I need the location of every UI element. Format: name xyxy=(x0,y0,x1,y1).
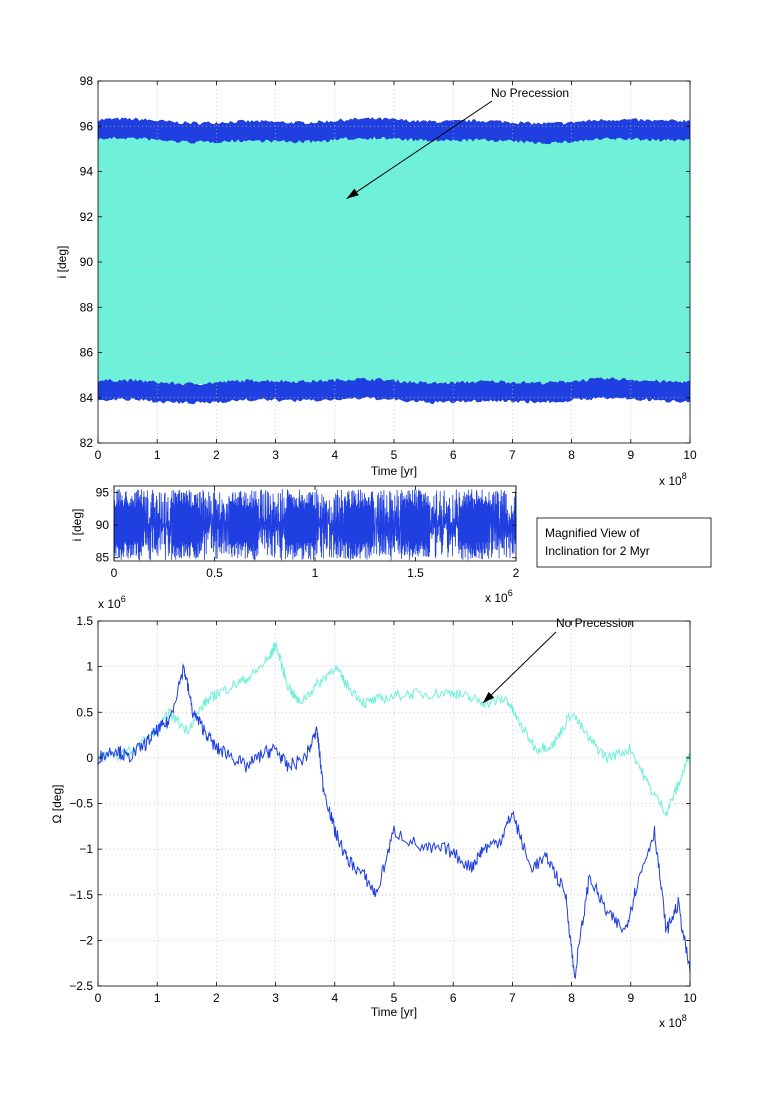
omega-ytick-label: −2.5 xyxy=(69,979,93,993)
magnified-plot-area xyxy=(113,489,517,561)
inclination-annotation-arrow xyxy=(346,100,493,200)
omega-panel: 0 1 2 3 4 5 6 7 8 9 10 −2.5 −2 −1.5 −1 −0.5 0 0.5 1 1.5 Tim… xyxy=(50,594,697,1030)
magnified-ticks: 0 0.5 1 1.5 2 85 90 95 xyxy=(96,486,520,580)
omega-xtick-label: 7 xyxy=(509,991,516,1005)
inclination-band xyxy=(98,137,690,385)
inclination-xtick-label: 7 xyxy=(509,448,516,462)
inclination-xtick-label: 4 xyxy=(331,448,338,462)
omega-xlabel: Time [yr] xyxy=(371,1005,417,1019)
omega-plot-area xyxy=(97,642,691,980)
omega-xtick-label: 10 xyxy=(683,991,697,1005)
inclination-ytick-label: 94 xyxy=(80,165,94,179)
magnified-ytick-label: 85 xyxy=(96,551,110,565)
magnified-note-line1: Magnified View of xyxy=(545,526,640,540)
inclination-ytick-label: 86 xyxy=(80,346,94,360)
omega-ylabel: Ω [deg] xyxy=(50,785,64,824)
omega-xtick-label: 1 xyxy=(154,991,161,1005)
omega-annotation-arrow xyxy=(482,631,557,704)
omega-ticks: 0 1 2 3 4 5 6 7 8 9 10 −2.5 −2 −1.5 −1 −0.5 0 0.5 1 1.5 xyxy=(69,614,697,1005)
inclination-ticks: 0 1 2 3 4 5 6 7 8 9 10 82 84 86 88 90 92 94 96 98 xyxy=(80,74,697,462)
inclination-xtick-label: 3 xyxy=(272,448,279,462)
magnified-series xyxy=(113,489,517,561)
inclination-upper-envelope xyxy=(98,117,690,145)
inclination-panel: 0 1 2 3 4 5 6 7 8 9 10 82 84 86 88 90 92 94 96 98 Time [yr]… xyxy=(55,74,697,488)
magnified-panel: 0 0.5 1 1.5 2 85 90 95 i [deg] x 106 Magnified … xyxy=(70,486,712,605)
omega-ytick-label: 1 xyxy=(86,660,93,674)
magnified-xtick-label: 1.5 xyxy=(407,566,424,580)
magnified-note-line2: Inclination for 2 Myr xyxy=(545,544,650,558)
inclination-xtick-label: 8 xyxy=(568,448,575,462)
omega-y-exponent: x 106 xyxy=(98,594,126,611)
omega-xtick-label: 0 xyxy=(95,991,102,1005)
magnified-ylabel: i [deg] xyxy=(70,509,84,542)
omega-xtick-label: 2 xyxy=(213,991,220,1005)
omega-ytick-label: −1.5 xyxy=(69,888,93,902)
inclination-xtick-label: 10 xyxy=(683,448,697,462)
inclination-ytick-label: 98 xyxy=(80,74,94,88)
magnified-xtick-label: 2 xyxy=(513,566,520,580)
inclination-ytick-label: 96 xyxy=(80,119,94,133)
inclination-ytick-label: 84 xyxy=(80,391,94,405)
inclination-xlabel: Time [yr] xyxy=(371,464,417,478)
omega-ytick-label: 1.5 xyxy=(76,614,93,628)
inclination-xtick-label: 1 xyxy=(154,448,161,462)
omega-ytick-label: −0.5 xyxy=(69,797,93,811)
omega-ytick-label: −1 xyxy=(79,842,93,856)
magnified-ytick-label: 90 xyxy=(96,518,110,532)
inclination-grid xyxy=(98,81,690,443)
omega-xtick-label: 4 xyxy=(331,991,338,1005)
omega-xtick-label: 5 xyxy=(391,991,398,1005)
omega-xtick-label: 6 xyxy=(450,991,457,1005)
omega-xtick-label: 8 xyxy=(568,991,575,1005)
omega-arrowhead xyxy=(482,691,495,704)
inclination-x-exponent: x 108 xyxy=(659,471,687,488)
magnified-xtick-label: 0.5 xyxy=(206,566,223,580)
magnified-xtick-label: 0 xyxy=(111,566,118,580)
inclination-annotation: No Precession xyxy=(491,86,569,100)
magnified-ytick-label: 95 xyxy=(96,486,110,500)
inclination-ylabel: i [deg] xyxy=(55,246,69,279)
magnified-note-box xyxy=(536,517,712,568)
omega-primary-series xyxy=(97,662,691,980)
inclination-arrowhead xyxy=(346,188,359,199)
omega-x-exponent: x 108 xyxy=(659,1013,687,1030)
inclination-ytick-label: 90 xyxy=(80,255,94,269)
inclination-xtick-label: 2 xyxy=(213,448,220,462)
magnified-xtick-label: 1 xyxy=(312,566,319,580)
inclination-xtick-label: 0 xyxy=(95,448,102,462)
inclination-xtick-label: 9 xyxy=(627,448,634,462)
magnified-x-exponent: x 106 xyxy=(485,588,513,605)
omega-secondary-series xyxy=(97,642,691,817)
omega-xtick-label: 3 xyxy=(272,991,279,1005)
inclination-ytick-label: 88 xyxy=(80,300,94,314)
omega-ytick-label: 0 xyxy=(86,751,93,765)
inclination-ytick-label: 82 xyxy=(80,436,94,450)
omega-xtick-label: 9 xyxy=(627,991,634,1005)
omega-grid xyxy=(98,621,690,986)
inclination-xtick-label: 6 xyxy=(450,448,457,462)
omega-ytick-label: −2 xyxy=(79,933,93,947)
inclination-ytick-label: 92 xyxy=(80,210,94,224)
omega-annotation: No Precession xyxy=(556,616,634,630)
omega-ytick-label: 0.5 xyxy=(76,705,93,719)
inclination-xtick-label: 5 xyxy=(391,448,398,462)
